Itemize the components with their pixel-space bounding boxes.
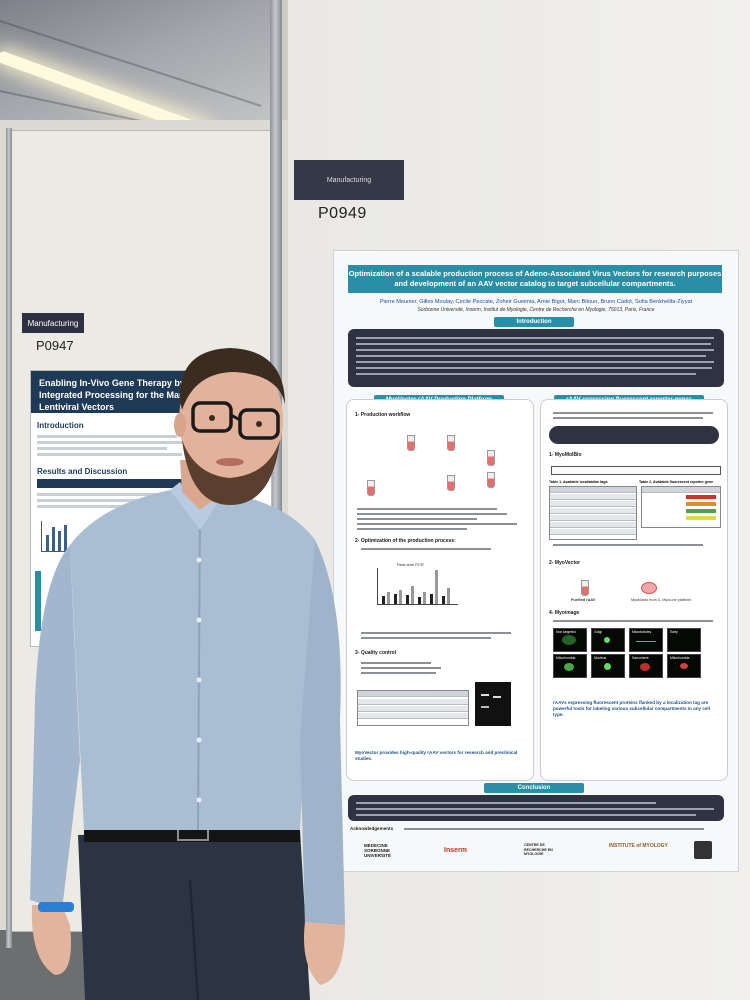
board-frame-post bbox=[6, 128, 12, 948]
wristband bbox=[38, 902, 74, 912]
section-heading: 2- MyoVector bbox=[549, 560, 581, 566]
micrograph: Nucleus bbox=[591, 654, 625, 678]
right-conclusion: rAAVs expressing fluorescent proteins fl… bbox=[553, 700, 710, 717]
micrograph: Non targeted bbox=[553, 628, 587, 652]
tube-icon bbox=[367, 480, 375, 496]
micrograph: Sarcomere bbox=[629, 654, 663, 678]
left-category-tag: Manufacturing bbox=[22, 313, 84, 333]
localization-tags-table bbox=[549, 486, 637, 540]
micrograph: Microtubules bbox=[629, 628, 663, 652]
right-category-tag: Manufacturing bbox=[294, 160, 404, 200]
chart-title: Real-time PCR bbox=[397, 562, 424, 567]
jeans bbox=[78, 830, 310, 1000]
beard bbox=[182, 440, 280, 505]
text-line bbox=[37, 505, 157, 508]
myoline-label: Myoblasts from 3- MyoLine platform bbox=[631, 598, 692, 602]
partner-logo-icon bbox=[694, 841, 712, 859]
reporter-gene-table bbox=[641, 486, 721, 528]
myology-logo: INSTITUTE of MYOLOGY bbox=[609, 843, 668, 849]
glasses-icon bbox=[191, 401, 233, 433]
section-heading: 1- MyoMolBio bbox=[549, 452, 582, 458]
poster-affiliation: Sorbonne Université, Inserm, Institut de… bbox=[417, 307, 655, 313]
left-poster-section: Introduction bbox=[37, 421, 84, 430]
right-sleeve bbox=[300, 540, 345, 925]
tube-icon bbox=[487, 472, 495, 488]
tube-icon bbox=[487, 450, 495, 466]
tube-icon bbox=[447, 475, 455, 491]
gel-image bbox=[475, 682, 511, 726]
right-column: 1- MyoMolBio Table 1. Available localiza… bbox=[540, 399, 728, 781]
flask-icon bbox=[447, 435, 455, 451]
text-line bbox=[37, 447, 167, 450]
micrograph: Mitochondria bbox=[667, 654, 701, 678]
table1-title: Table 1. Available localization tags bbox=[549, 480, 608, 484]
section-heading: 4- Myoimage bbox=[549, 610, 580, 616]
titer-table bbox=[357, 690, 469, 726]
right-hand bbox=[304, 922, 345, 985]
intro-header: Introduction bbox=[494, 317, 574, 327]
purified-label: Purified rAAV bbox=[571, 598, 596, 602]
crm-logo: CENTRE DE RECHERCHE EN MYOLOGIE bbox=[524, 843, 553, 856]
mouth bbox=[216, 458, 244, 466]
micrograph: Mitochondria bbox=[553, 654, 587, 678]
text-line bbox=[37, 493, 187, 496]
accent-stripe bbox=[35, 571, 41, 631]
plasmid-map bbox=[551, 466, 721, 475]
poster-authors: Pierre Meunier, Gilles Moulay, Cecile Pe… bbox=[379, 299, 693, 305]
flask-icon bbox=[407, 435, 415, 451]
conclusion-header: Conclusion bbox=[484, 783, 584, 793]
poster-title: Optimization of a scalable production pr… bbox=[348, 265, 722, 293]
left-column: 1- Production workflow 2- Optimization o… bbox=[346, 399, 534, 781]
section-bar bbox=[37, 479, 197, 488]
acknowledgements-label: Acknowledgements bbox=[350, 826, 394, 831]
section-heading: 3- Quality control bbox=[355, 650, 397, 656]
text-line bbox=[37, 441, 187, 444]
mini-bar-chart bbox=[41, 521, 78, 552]
cell-dish-icon bbox=[641, 582, 657, 594]
right-poster-code: P0949 bbox=[318, 205, 367, 222]
shirt bbox=[70, 490, 315, 830]
hair bbox=[179, 348, 285, 410]
text-line bbox=[37, 453, 182, 456]
left-poster-code: P0947 bbox=[36, 338, 74, 353]
flask-icon bbox=[581, 580, 589, 596]
pcr-bar-chart bbox=[377, 568, 458, 605]
inserm-logo: Inserm bbox=[444, 847, 467, 854]
section-heading: 1- Production workflow bbox=[355, 412, 411, 418]
sorbonne-logo: MÉDECINE SORBONNE UNIVERSITÉ bbox=[364, 843, 392, 858]
text-line bbox=[37, 435, 177, 438]
workflow-banner bbox=[549, 426, 719, 444]
text-line bbox=[37, 499, 187, 502]
scientific-poster: Optimization of a scalable production pr… bbox=[333, 250, 739, 872]
left-hand bbox=[31, 905, 71, 975]
table2-title: Table 2. Available fluorescent reporter … bbox=[639, 480, 714, 484]
left-sleeve bbox=[30, 545, 80, 910]
section-heading: 2- Optimization of the production proces… bbox=[355, 538, 456, 544]
micrograph: Golgi bbox=[591, 628, 625, 652]
micrograph: Early bbox=[667, 628, 701, 652]
left-conclusion: MyoVector provides high-quality rAAV vec… bbox=[355, 750, 518, 761]
ear bbox=[174, 413, 186, 437]
intro-box bbox=[348, 329, 724, 387]
conclusion-box bbox=[348, 795, 724, 821]
left-poster-section: Results and Discussion bbox=[37, 467, 128, 476]
